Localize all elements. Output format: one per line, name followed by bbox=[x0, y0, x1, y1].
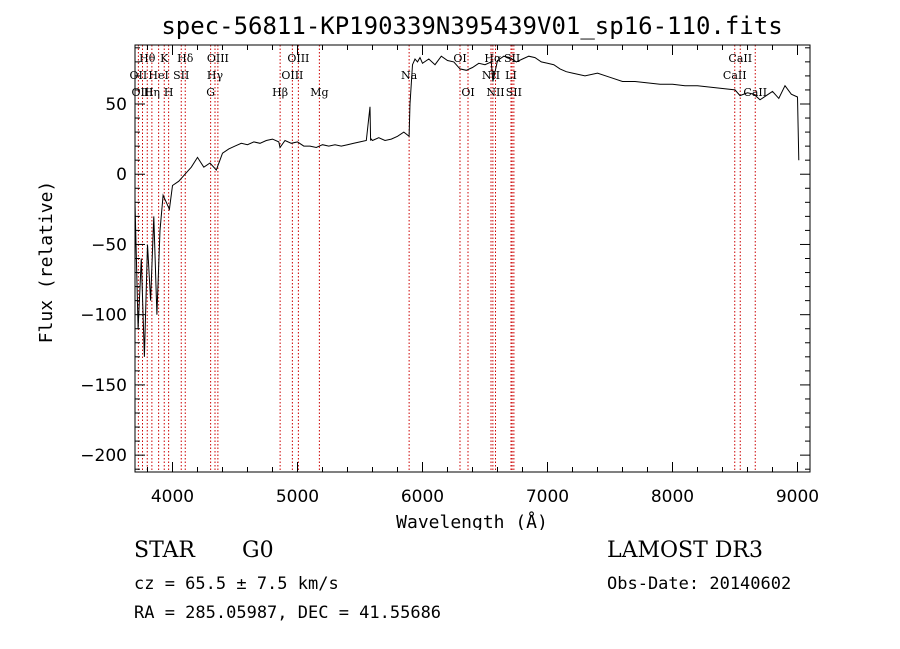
y-tick-label: 0 bbox=[116, 165, 127, 185]
line-label: CaII bbox=[723, 69, 747, 82]
line-label: LI bbox=[505, 69, 517, 82]
chart-title: spec-56811-KP190339N395439V01_sp16-110.f… bbox=[161, 12, 782, 40]
line-label: OIII bbox=[287, 52, 309, 65]
line-label: NII bbox=[486, 86, 504, 99]
object-type: STAR bbox=[134, 538, 195, 563]
line-label: OIII bbox=[281, 69, 303, 82]
redshift-cz: cz = 65.5 ± 7.5 km/s bbox=[134, 574, 339, 594]
line-label: G bbox=[206, 86, 215, 99]
plot-frame bbox=[134, 44, 811, 473]
x-tick-label: 4000 bbox=[151, 487, 194, 507]
y-tick-label: −200 bbox=[80, 446, 127, 466]
line-label: CaII bbox=[728, 52, 752, 65]
y-tick-label: −100 bbox=[80, 306, 127, 326]
line-label: SII bbox=[506, 86, 522, 99]
x-tick-label: 9000 bbox=[776, 487, 819, 507]
line-label: H bbox=[164, 86, 174, 99]
line-markers bbox=[137, 45, 756, 472]
y-axis-label: Flux (relative) bbox=[36, 181, 57, 344]
coordinates: RA = 285.05987, DEC = 41.55686 bbox=[134, 603, 442, 623]
line-label: Hη bbox=[144, 86, 160, 99]
y-tick-label: −50 bbox=[91, 235, 127, 255]
x-axis: 4000 5000 6000 7000 8000 9000 bbox=[147, 45, 819, 507]
obs-date: Obs-Date: 20140602 bbox=[607, 574, 792, 594]
x-tick-label: 7000 bbox=[526, 487, 569, 507]
line-label: Mg bbox=[310, 86, 328, 99]
x-tick-label: 5000 bbox=[276, 487, 319, 507]
y-tick-label: 50 bbox=[105, 95, 127, 115]
line-label: OIII bbox=[207, 52, 229, 65]
line-label: OIII bbox=[131, 86, 153, 99]
line-label: K bbox=[160, 52, 169, 65]
spectrum-chart: spec-56811-KP190339N395439V01_sp16-110.f… bbox=[36, 12, 819, 530]
line-label: HeI bbox=[148, 69, 168, 82]
line-label: SII bbox=[173, 69, 189, 82]
line-label: Hα bbox=[484, 52, 502, 65]
line-label: Na bbox=[401, 69, 418, 82]
line-label: Hθ bbox=[139, 52, 156, 65]
line-label: Hβ bbox=[272, 86, 288, 99]
line-label: Hδ bbox=[177, 52, 194, 65]
line-label: OI bbox=[453, 52, 466, 65]
line-label: OI bbox=[461, 86, 474, 99]
survey-name: LAMOST DR3 bbox=[607, 538, 763, 563]
y-axis: −200 −150 −100 −50 0 50 bbox=[80, 47, 810, 470]
x-axis-label: Wavelength (Å) bbox=[396, 511, 548, 530]
object-class: G0 bbox=[242, 538, 274, 563]
x-tick-label: 6000 bbox=[401, 487, 444, 507]
x-tick-label: 8000 bbox=[651, 487, 694, 507]
y-tick-label: −150 bbox=[80, 376, 127, 396]
spectrum-line bbox=[134, 55, 800, 357]
line-label: NII bbox=[482, 69, 500, 82]
line-label: Hγ bbox=[207, 69, 224, 82]
line-label: CaII bbox=[743, 86, 767, 99]
